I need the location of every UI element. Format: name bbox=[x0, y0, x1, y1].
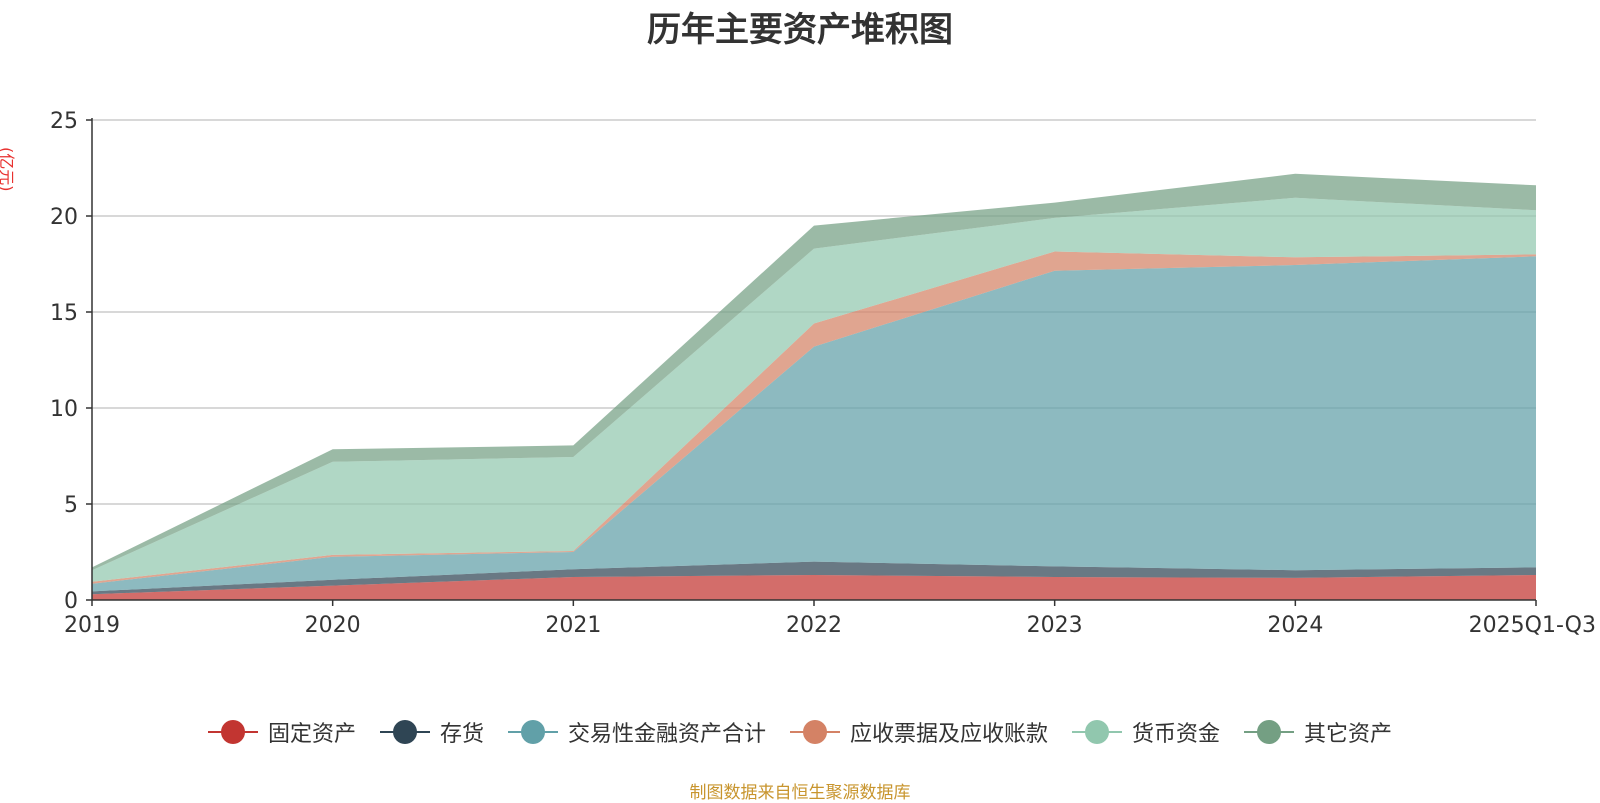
legend-label: 存货 bbox=[439, 722, 484, 747]
legend-marker bbox=[1244, 719, 1295, 745]
axes bbox=[86, 118, 1537, 606]
x-tick-label: 2020 bbox=[305, 613, 361, 638]
area-series-3 bbox=[92, 256, 1536, 592]
y-tick-label: 5 bbox=[64, 493, 78, 518]
y-tick-label: 0 bbox=[64, 589, 78, 614]
tick-labels: 0 5 10 15 20 25 2019 2020 2021 2022 2023 2024 2025Q1… bbox=[50, 109, 1596, 638]
legend-item[interactable]: 交易性金融资产合计 bbox=[507, 716, 766, 748]
area-series-1 bbox=[92, 575, 1536, 600]
y-tick-label: 25 bbox=[50, 109, 78, 134]
legend-item[interactable]: 其它资产 bbox=[1244, 716, 1392, 748]
x-tick-label: 2022 bbox=[786, 613, 842, 638]
legend-label: 固定资产 bbox=[267, 722, 356, 747]
legend-item[interactable]: 货币资金 bbox=[1072, 716, 1220, 748]
legend: 固定资产 存货 交易性金融资产合计 应收票据及应收账款 货币资金 其它资产 bbox=[0, 716, 1600, 748]
y-tick-label: 15 bbox=[50, 301, 78, 326]
area-series-2 bbox=[92, 561, 1536, 595]
legend-marker bbox=[507, 719, 558, 745]
legend-label: 交易性金融资产合计 bbox=[567, 722, 766, 747]
area-series-5 bbox=[92, 197, 1536, 582]
x-tick-label: 2025Q1-Q3 bbox=[1469, 613, 1596, 638]
legend-item[interactable]: 固定资产 bbox=[207, 716, 356, 748]
area-series bbox=[92, 173, 1536, 600]
y-tick-label: 10 bbox=[50, 397, 78, 422]
x-tick-label: 2024 bbox=[1267, 613, 1323, 638]
chart-title: 历年主要资产堆积图 bbox=[647, 10, 953, 50]
legend-marker-dot bbox=[520, 720, 545, 744]
legend-marker-dot bbox=[1257, 720, 1282, 744]
x-tick-label: 2021 bbox=[545, 613, 601, 638]
legend-label: 应收票据及应收账款 bbox=[850, 722, 1049, 747]
x-tick-label: 2019 bbox=[64, 613, 120, 638]
legend-item[interactable]: 存货 bbox=[379, 716, 484, 748]
source-note: 制图数据来自恒生聚源数据库 bbox=[689, 783, 911, 803]
legend-marker bbox=[790, 719, 840, 745]
legend-marker-dot bbox=[220, 720, 245, 744]
legend-marker bbox=[379, 719, 430, 745]
legend-marker bbox=[207, 719, 258, 745]
y-tick-label: 20 bbox=[50, 205, 78, 230]
legend-marker-dot bbox=[803, 720, 827, 744]
legend-label: 货币资金 bbox=[1132, 722, 1221, 747]
legend-item[interactable]: 应收票据及应收账款 bbox=[790, 716, 1048, 748]
legend-label: 其它资产 bbox=[1304, 722, 1393, 747]
legend-marker bbox=[1072, 719, 1123, 745]
x-tick-label: 2023 bbox=[1027, 613, 1083, 638]
legend-marker-dot bbox=[1085, 720, 1110, 744]
legend-marker-dot bbox=[392, 720, 417, 744]
